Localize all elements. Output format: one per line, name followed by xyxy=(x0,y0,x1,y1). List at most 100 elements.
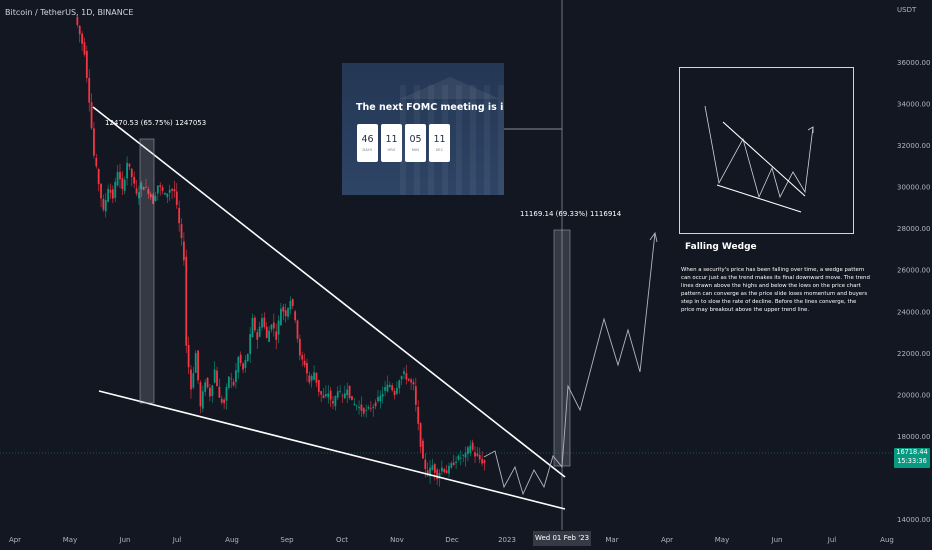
candle xyxy=(374,399,377,410)
candle xyxy=(277,315,280,344)
time-axis[interactable]: Apr May Jun Jul Aug Sep Oct Nov Dec 2023 Mar Apr May… xyxy=(9,536,894,544)
candle xyxy=(119,163,121,189)
candle xyxy=(201,385,204,413)
candle xyxy=(164,192,166,196)
time-tick-label: Dec xyxy=(445,536,459,544)
candle xyxy=(459,450,462,466)
candle xyxy=(220,395,223,405)
measure-label-2: 11169.14 (69.33%) 1116914 xyxy=(520,210,622,218)
candle xyxy=(251,313,254,338)
candle xyxy=(116,165,119,187)
candle xyxy=(258,321,261,338)
candle xyxy=(455,456,457,469)
candle xyxy=(114,177,117,202)
candle xyxy=(128,163,131,170)
time-tick-label: 2023 xyxy=(498,536,516,544)
candle xyxy=(417,400,420,431)
candle xyxy=(237,355,240,380)
candle xyxy=(386,375,389,393)
measure-range-2 xyxy=(553,229,571,467)
candle xyxy=(171,187,173,200)
candle xyxy=(298,334,301,361)
candle xyxy=(275,323,278,350)
price-tick-label: 14000.00 xyxy=(897,516,930,524)
candle xyxy=(173,180,176,198)
candle xyxy=(379,390,382,409)
countdown-days: 46 DAYS xyxy=(357,124,378,162)
candle xyxy=(239,351,242,367)
candle xyxy=(320,390,323,402)
measure-label-1: 12470.53 (65.75%) 1247053 xyxy=(105,119,206,127)
candle xyxy=(284,303,287,323)
last-price-value: 16718.44 xyxy=(896,448,928,456)
candle xyxy=(348,385,351,400)
time-tick-label: Apr xyxy=(661,536,673,544)
candlestick-series xyxy=(76,15,486,487)
candle xyxy=(388,381,391,389)
candle xyxy=(443,467,446,474)
candle xyxy=(336,386,339,400)
candle xyxy=(339,385,342,395)
candle xyxy=(341,393,344,404)
candle xyxy=(310,374,313,388)
candle xyxy=(457,454,460,462)
candle xyxy=(154,192,157,202)
candle xyxy=(332,395,334,409)
candle xyxy=(182,232,185,266)
time-tick-label: Jul xyxy=(827,536,837,544)
candle xyxy=(187,336,190,374)
measure-range-1 xyxy=(139,138,155,404)
candle xyxy=(469,440,472,457)
candle xyxy=(317,379,320,397)
candle xyxy=(433,462,436,481)
candle xyxy=(478,447,481,464)
candle xyxy=(121,171,124,195)
candle xyxy=(85,45,88,83)
candle xyxy=(261,313,263,331)
candle xyxy=(100,183,102,208)
candle xyxy=(194,350,197,374)
candle xyxy=(270,323,273,333)
candle xyxy=(197,350,199,384)
time-tick-label: Mar xyxy=(605,536,618,544)
candle xyxy=(483,459,486,471)
pattern-title: Falling Wedge xyxy=(685,242,757,252)
price-tick-label: 28000.00 xyxy=(897,225,930,233)
candle xyxy=(109,183,112,199)
candle xyxy=(253,315,256,333)
candle xyxy=(410,377,413,390)
candle xyxy=(180,218,183,246)
price-axis[interactable]: USDT 36000.00 34000.00 32000.00 30000.00 280… xyxy=(897,6,930,524)
candle xyxy=(168,184,171,202)
candle xyxy=(111,185,114,204)
candle xyxy=(166,193,169,203)
candle xyxy=(353,398,356,407)
candle xyxy=(81,31,84,51)
time-tick-label: Apr xyxy=(9,536,21,544)
candle xyxy=(287,307,289,320)
candle xyxy=(440,460,443,475)
candle xyxy=(355,404,358,411)
candle xyxy=(450,461,453,470)
candle xyxy=(384,380,386,397)
candle xyxy=(289,296,292,315)
last-price-tag: 16718.44 15:33:36 xyxy=(894,448,930,468)
symbol-title: Bitcoin / TetherUS, 1D, BINANCE xyxy=(5,8,134,17)
candle xyxy=(223,397,226,410)
candle xyxy=(76,15,79,28)
candle xyxy=(398,379,401,394)
countdown-seconds: 11 SEC xyxy=(429,124,450,162)
candle xyxy=(481,451,484,467)
fomc-title: The next FOMC meeting is in: xyxy=(356,102,504,113)
candle xyxy=(313,365,315,381)
time-tick-label: Aug xyxy=(225,536,239,544)
candle xyxy=(235,362,237,389)
bar-countdown: 15:33:36 xyxy=(897,457,927,465)
time-tick-label: Jun xyxy=(119,536,131,544)
candle xyxy=(227,375,230,390)
candle xyxy=(393,388,396,400)
candle xyxy=(138,185,140,205)
time-tick-label: May xyxy=(63,536,77,544)
candle xyxy=(403,367,405,379)
